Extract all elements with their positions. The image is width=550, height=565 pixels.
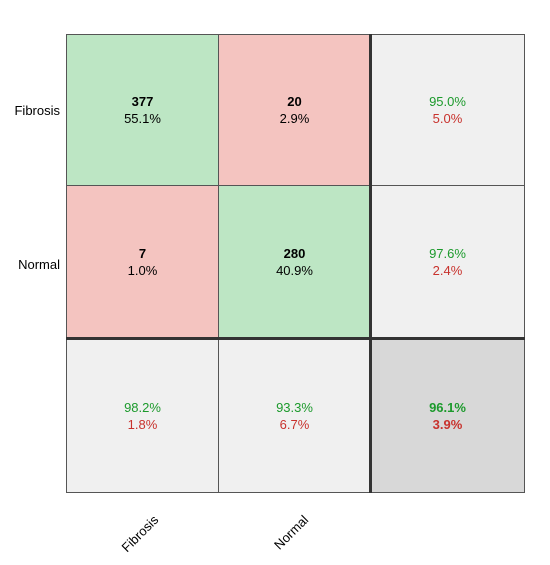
- row-label-normal: Normal: [18, 257, 60, 272]
- overall-wrong: 3.9%: [432, 416, 463, 432]
- row-summary-fibrosis: 95.0% 5.0%: [370, 34, 525, 186]
- col-summary-correct: 93.3%: [276, 399, 313, 415]
- col-label-normal: Normal: [271, 512, 312, 553]
- cell-count: 280: [283, 246, 306, 261]
- col-summary-wrong: 1.8%: [127, 416, 158, 432]
- col-summary-correct: 98.2%: [124, 399, 161, 415]
- cell-normal-fibrosis: 7 1.0%: [66, 185, 219, 339]
- cell-percent: 2.9%: [279, 111, 310, 126]
- row-summary-correct: 97.6%: [429, 246, 466, 261]
- overall-correct: 96.1%: [429, 399, 466, 415]
- cell-normal-normal: 280 40.9%: [218, 185, 371, 339]
- row-summary-wrong: 5.0%: [432, 111, 463, 126]
- overall-accuracy-cell: 96.1% 3.9%: [370, 338, 525, 493]
- cell-fibrosis-normal: 20 2.9%: [218, 34, 371, 186]
- row-summary-wrong: 2.4%: [432, 263, 463, 278]
- cell-count: 7: [138, 246, 147, 261]
- col-summary-normal: 93.3% 6.7%: [218, 338, 371, 493]
- cell-fibrosis-fibrosis: 377 55.1%: [66, 34, 219, 186]
- separator-vertical: [369, 34, 372, 493]
- cell-percent: 55.1%: [124, 111, 161, 126]
- col-summary-fibrosis: 98.2% 1.8%: [66, 338, 219, 493]
- row-label-fibrosis: Fibrosis: [14, 103, 60, 118]
- row-summary-normal: 97.6% 2.4%: [370, 185, 525, 339]
- cell-percent: 1.0%: [127, 263, 158, 278]
- cell-count: 20: [287, 94, 302, 109]
- col-label-fibrosis: Fibrosis: [118, 512, 162, 555]
- row-summary-correct: 95.0%: [429, 94, 466, 109]
- cell-percent: 40.9%: [276, 263, 313, 278]
- col-summary-wrong: 6.7%: [279, 416, 310, 432]
- cell-count: 377: [131, 94, 154, 109]
- separator-horizontal: [66, 337, 525, 340]
